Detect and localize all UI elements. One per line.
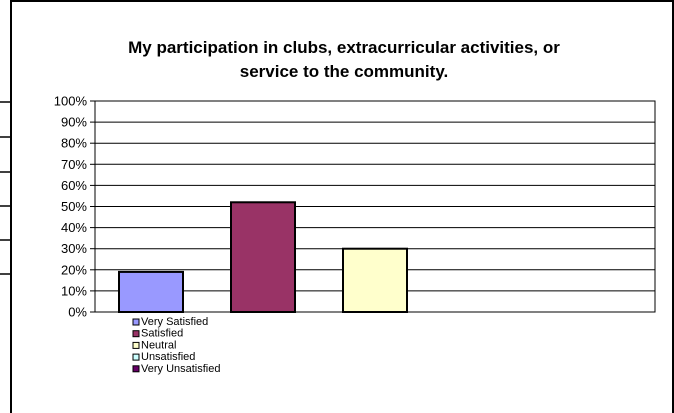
chart-title-line-2: service to the community. xyxy=(240,62,448,81)
y-tick-label: 30% xyxy=(61,241,87,256)
legend-label: Very Satisfied xyxy=(141,316,208,328)
y-tick-label: 10% xyxy=(61,283,87,298)
y-tick-label: 20% xyxy=(61,262,87,277)
legend-swatch xyxy=(132,353,140,361)
legend-swatch xyxy=(132,365,140,373)
legend-swatch xyxy=(132,330,140,338)
legend-label: Neutral xyxy=(141,339,176,351)
y-tick-label: 50% xyxy=(61,199,87,214)
y-tick-label: 100% xyxy=(54,94,88,109)
y-tick-label: 80% xyxy=(61,136,87,151)
bar xyxy=(342,247,408,313)
bars xyxy=(118,201,408,314)
bar xyxy=(118,270,184,314)
chart-title-line-1: My participation in clubs, extracurricul… xyxy=(128,38,560,57)
legend-label: Very Unsatisfied xyxy=(141,363,220,375)
y-tick-label: 40% xyxy=(61,220,87,235)
legend-swatch xyxy=(132,318,140,326)
legend-label: Unsatisfied xyxy=(141,351,195,363)
y-tick-label: 70% xyxy=(61,157,87,172)
y-axis-ticks: 0% 10% 20% 30% 40% 50% 60% 70% 80% 90% 100% xyxy=(54,94,95,320)
legend-swatch xyxy=(132,341,140,349)
legend: Very SatisfiedSatisfiedNeutralUnsatisfie… xyxy=(132,316,220,375)
edge-marks xyxy=(0,101,12,275)
legend-label: Satisfied xyxy=(141,328,183,340)
y-tick-label: 60% xyxy=(61,178,87,193)
bar xyxy=(230,201,296,313)
y-tick-label: 90% xyxy=(61,115,87,130)
y-tick-label: 0% xyxy=(68,305,87,320)
